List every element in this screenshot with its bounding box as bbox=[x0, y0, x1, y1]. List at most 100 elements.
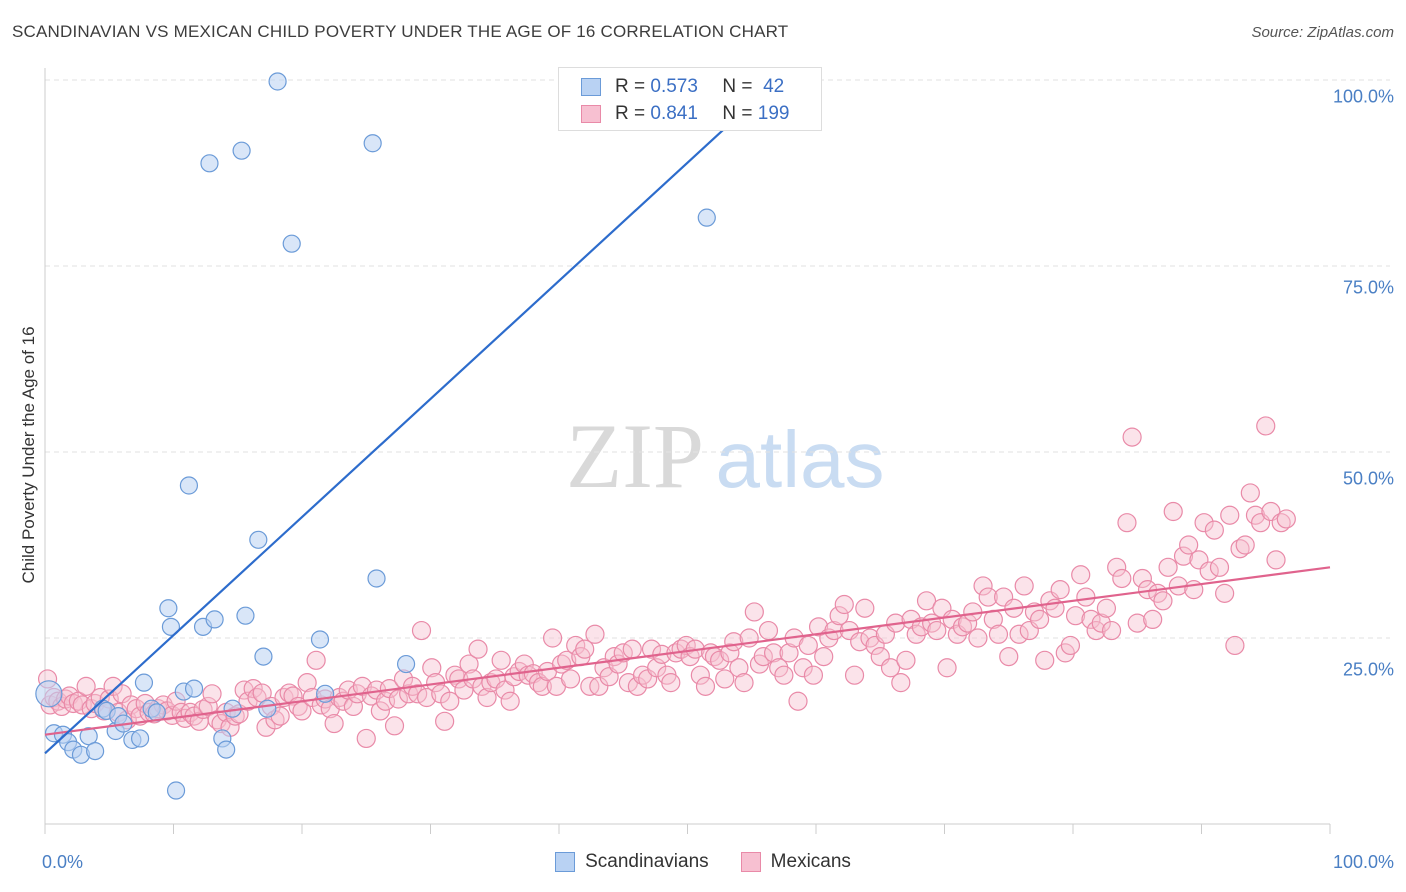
mexicans-point bbox=[370, 701, 390, 721]
mexicans-point bbox=[911, 617, 931, 637]
mexicans-point bbox=[814, 646, 834, 667]
n-label: N = bbox=[722, 103, 753, 124]
mexicans-point bbox=[891, 673, 911, 693]
mexicans-point bbox=[468, 639, 488, 659]
mexicans-point bbox=[999, 646, 1019, 667]
legend-label: Mexicans bbox=[770, 851, 851, 872]
legend: Scandinavians Mexicans bbox=[0, 851, 1406, 873]
scandinavians-point bbox=[184, 679, 204, 698]
scandinavians-point bbox=[367, 569, 386, 588]
scandinavians-point bbox=[236, 606, 255, 625]
mexicans-point bbox=[1029, 609, 1050, 630]
mexicans-point bbox=[695, 676, 716, 696]
mexicans-point bbox=[753, 646, 773, 667]
r-value: 0.573 bbox=[650, 76, 698, 97]
r-label: R = bbox=[615, 76, 646, 97]
mexicans-point bbox=[937, 658, 957, 678]
mexicans-point bbox=[896, 650, 916, 670]
mexicans-point bbox=[1117, 513, 1137, 533]
scandinavians-trend-line bbox=[44, 79, 779, 755]
mexicans-point bbox=[1163, 501, 1183, 522]
mexicans-point bbox=[978, 587, 998, 607]
mexicans-point bbox=[779, 643, 799, 663]
watermark: ZIP atlas bbox=[566, 405, 884, 507]
mexicans-point bbox=[411, 620, 432, 641]
legend-item-mexicans[interactable]: Mexicans bbox=[740, 851, 851, 873]
mexicans-point bbox=[798, 635, 818, 656]
mexicans-point bbox=[880, 658, 901, 678]
mexicans-point bbox=[343, 696, 363, 717]
mexicans-point bbox=[388, 689, 408, 709]
mexicans-point bbox=[734, 673, 754, 693]
mexicans-point bbox=[661, 673, 681, 693]
mexicans-point bbox=[202, 684, 222, 704]
mexicans-point bbox=[834, 594, 854, 615]
mexicans-point bbox=[1220, 505, 1240, 525]
scandinavians-point bbox=[249, 530, 268, 549]
r-value: 0.841 bbox=[650, 103, 698, 124]
mexicans-point bbox=[988, 624, 1009, 644]
scandinavians-point bbox=[310, 630, 330, 649]
mexicans-point bbox=[1132, 568, 1152, 589]
mexicans-point bbox=[622, 639, 642, 659]
mexicans-point bbox=[952, 617, 973, 637]
mexicans-point bbox=[715, 669, 735, 689]
mexicans-point bbox=[927, 620, 947, 641]
mexicans-point bbox=[1215, 583, 1235, 603]
stats-row-scandinavians: R = 0.573 N = 42 bbox=[581, 75, 784, 99]
scandinavians-points bbox=[35, 72, 716, 800]
mexicans-point bbox=[1065, 606, 1086, 626]
mexicans-point bbox=[758, 620, 779, 641]
mexicans-point bbox=[1204, 520, 1224, 540]
legend-swatch-mexicans bbox=[740, 852, 761, 872]
mexicans-point bbox=[283, 686, 303, 706]
mexicans-point bbox=[1266, 550, 1286, 570]
mexicans-point bbox=[690, 665, 710, 685]
mexicans-point bbox=[1199, 561, 1219, 581]
mexicans-point bbox=[850, 632, 870, 652]
scandinavians-point bbox=[161, 617, 181, 636]
y-axis-label: Child Poverty Under the Age of 16 bbox=[19, 326, 38, 584]
mexicans-point bbox=[1271, 513, 1291, 533]
scandinavians-point bbox=[200, 154, 219, 173]
mexicans-point bbox=[855, 598, 875, 618]
scandinavians-point bbox=[130, 729, 150, 748]
y-tick-label: 75.0% bbox=[1342, 277, 1394, 298]
mexicans-point bbox=[1081, 609, 1101, 630]
mexicans-point bbox=[1179, 535, 1199, 555]
trend-lines bbox=[44, 79, 1331, 755]
mexicans-point bbox=[1096, 598, 1117, 618]
mexicans-point bbox=[774, 665, 794, 685]
scandinavians-point bbox=[134, 673, 154, 692]
legend-item-scandinavians[interactable]: Scandinavians bbox=[555, 851, 709, 873]
mexicans-point bbox=[803, 665, 824, 685]
scandinavians-point bbox=[363, 134, 382, 153]
mexicans-point bbox=[560, 669, 581, 689]
mexicans-point bbox=[1014, 576, 1034, 596]
mexicans-point bbox=[306, 650, 326, 670]
mexicans-point bbox=[1009, 624, 1029, 644]
watermark-zip: ZIP bbox=[566, 405, 704, 507]
scandinavians-point bbox=[166, 781, 186, 800]
stats-box: R = 0.573 N = 42 R = 0.841 N = 199 bbox=[558, 67, 822, 131]
scandinavians-point bbox=[258, 699, 277, 718]
scandinavians-point bbox=[396, 654, 416, 674]
mexicans-trend-line bbox=[44, 566, 1331, 736]
mexicans-point bbox=[1240, 483, 1260, 503]
y-tick-label: 100.0% bbox=[1332, 86, 1394, 107]
mexicans-point bbox=[1127, 613, 1147, 633]
mexicans-point bbox=[585, 624, 605, 644]
mexicans-point bbox=[720, 643, 740, 663]
mexicans-point bbox=[1091, 613, 1111, 633]
n-value: 42 bbox=[763, 76, 785, 97]
scandinavians-point bbox=[86, 741, 105, 761]
mexicans-point bbox=[1035, 650, 1055, 670]
mexicans-point bbox=[1076, 587, 1096, 607]
scandinavians-point bbox=[179, 476, 199, 495]
mexicans-point bbox=[532, 676, 552, 696]
mexicans-point bbox=[198, 696, 218, 717]
mexicans-point bbox=[1194, 513, 1214, 533]
mexicans-point bbox=[1060, 635, 1081, 656]
mexicans-point bbox=[422, 658, 442, 678]
mexicans-point bbox=[297, 673, 317, 693]
